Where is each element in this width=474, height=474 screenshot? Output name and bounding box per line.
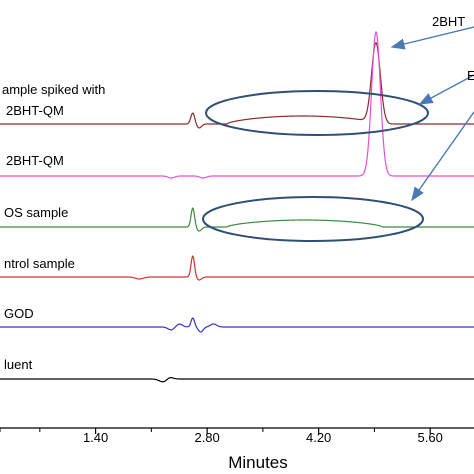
arrow-to-spiked-ellipse (418, 74, 474, 105)
trace-series-0 (0, 41, 474, 129)
series-label-eluent: luent (4, 357, 33, 372)
series-label-spiked-line2: 2BHT-QM (6, 103, 64, 118)
x-axis-ticks: 1.40 2.80 4.20 5.60 (0, 428, 443, 445)
series-label-spiked-line1: ample spiked with (2, 82, 105, 97)
trace-series-4 (0, 317, 474, 333)
x-tick-label: 1.40 (83, 430, 108, 445)
trace-series-5 (0, 377, 474, 383)
highlight-ellipse-spiked (205, 90, 429, 136)
x-axis-label: Minutes (228, 453, 288, 472)
series-label-os-sample: OS sample (4, 205, 68, 220)
trace-series-1 (0, 30, 474, 179)
trace-series-2 (0, 207, 474, 232)
arrow-to-peak (390, 26, 474, 50)
arrow-to-sample-ellipse (411, 111, 474, 202)
highlight-ellipse-sample (202, 196, 424, 242)
x-tick-label: 4.20 (306, 430, 331, 445)
trace-series-3 (0, 255, 474, 281)
series-label-control-sample: ntrol sample (4, 256, 75, 271)
x-tick-label: 2.80 (194, 430, 219, 445)
series-label-god: GOD (4, 306, 34, 321)
annotation-e: E (467, 68, 474, 83)
x-tick-label: 5.60 (418, 430, 443, 445)
trace-group (0, 30, 474, 383)
series-label-2bht-qm: 2BHT-QM (6, 153, 64, 168)
annotation-2bht: 2BHT (432, 14, 465, 29)
